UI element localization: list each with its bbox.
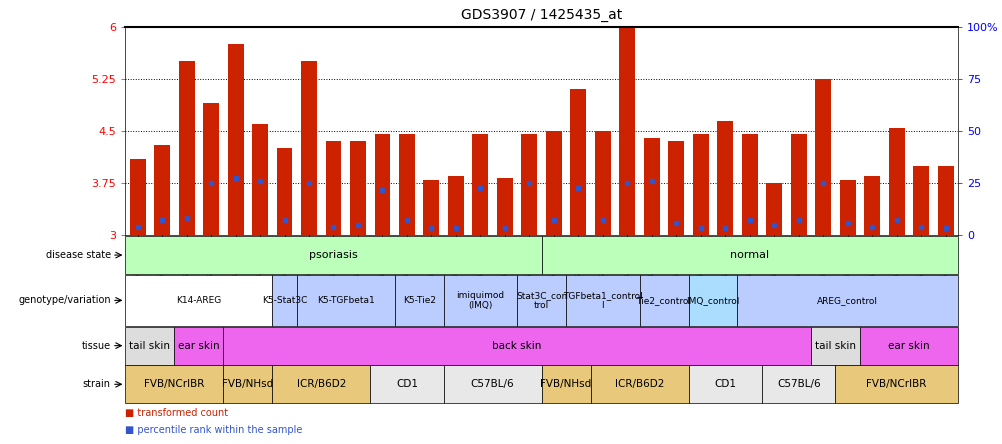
- Bar: [541, 236, 957, 274]
- Bar: [496, 178, 512, 235]
- Bar: [277, 148, 293, 235]
- Bar: [443, 365, 541, 403]
- Bar: [541, 365, 590, 403]
- Bar: [667, 142, 683, 235]
- Text: K5-Stat3C: K5-Stat3C: [262, 296, 307, 305]
- Bar: [762, 365, 835, 403]
- Text: K5-Tie2: K5-Tie2: [402, 296, 435, 305]
- Text: genotype/variation: genotype/variation: [18, 295, 110, 305]
- Bar: [811, 327, 859, 365]
- Bar: [835, 365, 957, 403]
- Bar: [125, 275, 272, 326]
- Bar: [472, 135, 488, 235]
- Bar: [129, 159, 145, 235]
- Bar: [154, 145, 170, 235]
- Text: CD1: CD1: [396, 379, 418, 389]
- Text: tail skin: tail skin: [815, 341, 855, 351]
- Bar: [272, 275, 297, 326]
- Text: Tie2_control: Tie2_control: [636, 296, 690, 305]
- Text: FVB/NHsd: FVB/NHsd: [222, 379, 274, 389]
- Bar: [565, 275, 639, 326]
- Text: AREG_control: AREG_control: [817, 296, 878, 305]
- Bar: [423, 180, 439, 235]
- Text: tail skin: tail skin: [129, 341, 170, 351]
- Bar: [619, 27, 634, 235]
- Bar: [937, 166, 953, 235]
- Bar: [125, 365, 223, 403]
- Text: FVB/NCrIBR: FVB/NCrIBR: [144, 379, 204, 389]
- Text: normal: normal: [729, 250, 769, 260]
- Text: imiquimod
(IMQ): imiquimod (IMQ): [456, 291, 504, 310]
- Bar: [252, 124, 268, 235]
- Bar: [545, 131, 561, 235]
- Bar: [448, 176, 463, 235]
- Bar: [395, 275, 443, 326]
- Text: ear skin: ear skin: [177, 341, 219, 351]
- Text: C57BL/6: C57BL/6: [470, 379, 514, 389]
- Text: CD1: CD1: [713, 379, 735, 389]
- Text: strain: strain: [82, 379, 110, 389]
- Bar: [692, 135, 708, 235]
- Bar: [790, 135, 806, 235]
- Text: K5-TGFbeta1: K5-TGFbeta1: [317, 296, 374, 305]
- Bar: [227, 44, 243, 235]
- Bar: [736, 275, 957, 326]
- Bar: [570, 89, 586, 235]
- Bar: [326, 142, 341, 235]
- Bar: [223, 327, 811, 365]
- Bar: [741, 135, 757, 235]
- Text: C57BL/6: C57BL/6: [777, 379, 820, 389]
- Bar: [350, 142, 366, 235]
- Text: K14-AREG: K14-AREG: [176, 296, 221, 305]
- Bar: [178, 61, 194, 235]
- Bar: [370, 365, 443, 403]
- Text: TGFbeta1_control
l: TGFbeta1_control l: [562, 291, 642, 310]
- Text: ear skin: ear skin: [887, 341, 929, 351]
- Text: back skin: back skin: [492, 341, 541, 351]
- Text: tissue: tissue: [81, 341, 110, 351]
- Text: disease state: disease state: [45, 250, 110, 260]
- Bar: [912, 166, 928, 235]
- Bar: [839, 180, 855, 235]
- Text: psoriasis: psoriasis: [309, 250, 358, 260]
- Text: ■ percentile rank within the sample: ■ percentile rank within the sample: [125, 425, 303, 436]
- Bar: [125, 236, 541, 274]
- Bar: [716, 121, 732, 235]
- Bar: [815, 79, 831, 235]
- Text: ICR/B6D2: ICR/B6D2: [614, 379, 663, 389]
- Bar: [203, 103, 218, 235]
- Text: IMQ_control: IMQ_control: [685, 296, 738, 305]
- Bar: [594, 131, 610, 235]
- Bar: [859, 327, 957, 365]
- Text: Stat3C_con
trol: Stat3C_con trol: [515, 291, 567, 310]
- Bar: [297, 275, 395, 326]
- Bar: [301, 61, 317, 235]
- Bar: [643, 138, 659, 235]
- Bar: [174, 327, 223, 365]
- Bar: [864, 176, 879, 235]
- Bar: [639, 275, 687, 326]
- Text: FVB/NCrIBR: FVB/NCrIBR: [866, 379, 926, 389]
- Bar: [521, 135, 537, 235]
- Text: ■ transformed count: ■ transformed count: [125, 408, 228, 418]
- Bar: [766, 183, 782, 235]
- Text: GDS3907 / 1425435_at: GDS3907 / 1425435_at: [461, 8, 621, 22]
- Bar: [517, 275, 565, 326]
- Bar: [223, 365, 272, 403]
- Bar: [399, 135, 415, 235]
- Bar: [590, 365, 687, 403]
- Text: FVB/NHsd: FVB/NHsd: [540, 379, 591, 389]
- Bar: [888, 127, 904, 235]
- Text: ICR/B6D2: ICR/B6D2: [297, 379, 346, 389]
- Bar: [687, 365, 762, 403]
- Bar: [125, 327, 174, 365]
- Bar: [374, 135, 390, 235]
- Bar: [687, 275, 736, 326]
- Bar: [272, 365, 370, 403]
- Bar: [443, 275, 517, 326]
